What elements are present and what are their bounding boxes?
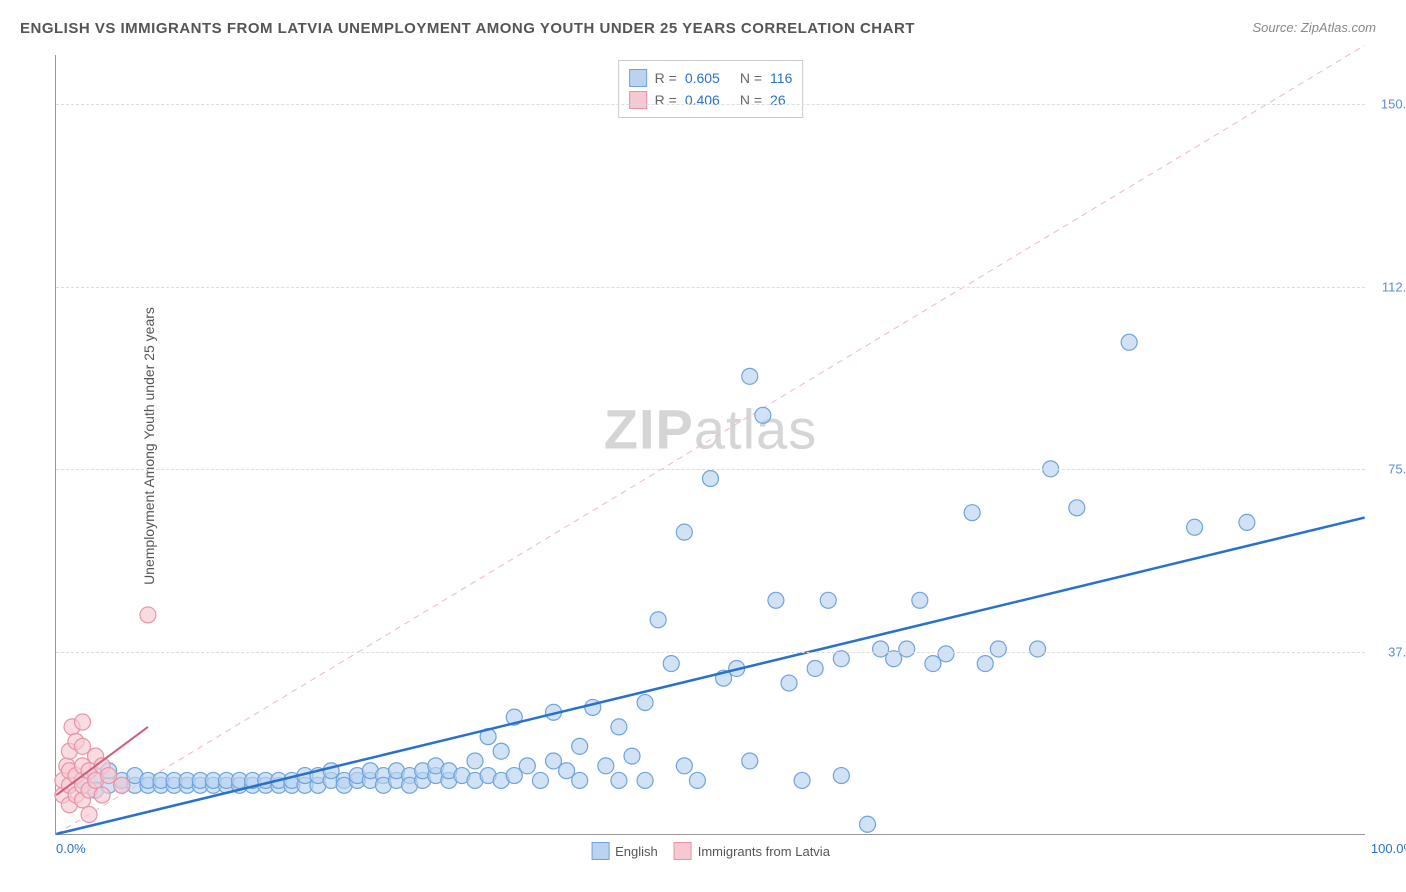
data-point [1187,519,1203,535]
data-point [860,816,876,832]
data-point [742,753,758,769]
data-point [114,777,130,793]
data-point [794,772,810,788]
scatter-plot-svg [56,55,1365,834]
extrapolation-line [56,45,1364,834]
chart-plot-area: ZIPatlas R =0.605N =116R =0.406N =26 Eng… [55,55,1365,835]
legend-swatch [674,842,692,860]
legend-item: Immigrants from Latvia [674,842,830,860]
grid-line [56,652,1365,653]
data-point [663,656,679,672]
data-point [572,738,588,754]
data-point [820,592,836,608]
data-point [637,772,653,788]
data-point [75,714,91,730]
data-point [689,772,705,788]
chart-title: ENGLISH VS IMMIGRANTS FROM LATVIA UNEMPL… [20,20,915,37]
legend-swatch [591,842,609,860]
grid-line [56,104,1365,105]
data-point [964,505,980,521]
legend-label: English [615,844,658,859]
data-point [467,753,483,769]
data-point [912,592,928,608]
data-point [703,471,719,487]
data-point [611,772,627,788]
data-point [990,641,1006,657]
legend-item: English [591,842,658,860]
data-point [1069,500,1085,516]
grid-line [56,287,1365,288]
data-point [676,758,692,774]
data-point [676,524,692,540]
data-point [94,787,110,803]
data-point [532,772,548,788]
trend-line [56,518,1364,834]
data-point [1030,641,1046,657]
data-point [833,768,849,784]
data-point [598,758,614,774]
data-point [899,641,915,657]
x-tick-label: 0.0% [56,841,86,856]
data-point [742,368,758,384]
data-point [493,743,509,759]
data-point [1239,514,1255,530]
x-tick-label: 100.0% [1371,841,1406,856]
legend-label: Immigrants from Latvia [698,844,830,859]
data-point [519,758,535,774]
data-point [140,607,156,623]
data-point [1121,334,1137,350]
series-legend: English Immigrants from Latvia [591,842,830,860]
source-attribution: Source: ZipAtlas.com [1252,20,1376,35]
data-point [650,612,666,628]
data-point [807,660,823,676]
data-point [637,695,653,711]
grid-line [56,469,1365,470]
data-point [938,646,954,662]
data-point [768,592,784,608]
data-point [755,407,771,423]
y-tick-label: 150.0% [1370,96,1406,111]
y-tick-label: 75.0% [1370,462,1406,477]
y-tick-label: 112.5% [1370,279,1406,294]
data-point [624,748,640,764]
data-point [977,656,993,672]
y-tick-label: 37.5% [1370,645,1406,660]
data-point [81,807,97,823]
data-point [781,675,797,691]
data-point [611,719,627,735]
data-point [572,772,588,788]
